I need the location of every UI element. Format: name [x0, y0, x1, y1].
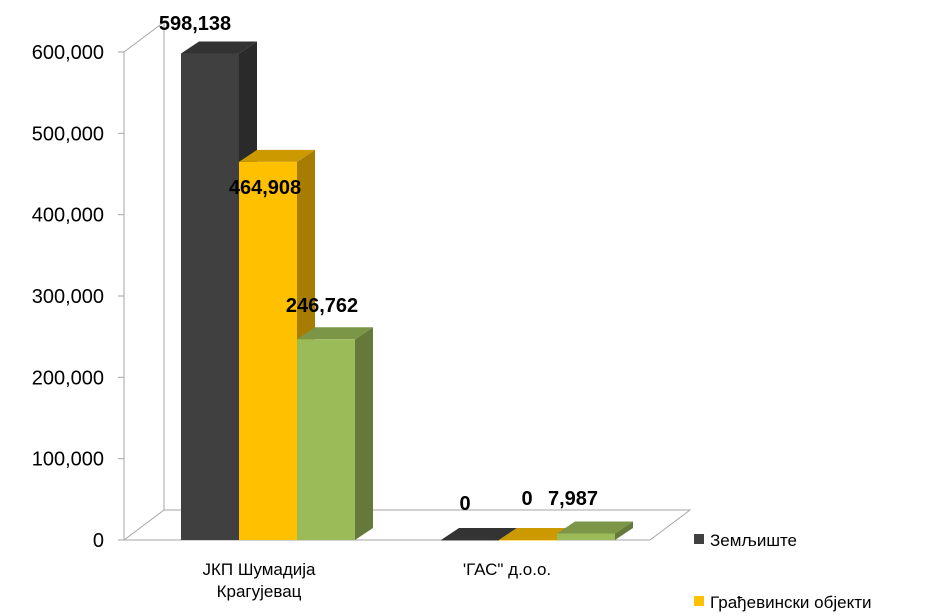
data-label: 0 [459, 493, 470, 515]
legend-label: Грађевински објекти [710, 593, 871, 612]
y-axis: 0 100,000 200,000 300,000 400,000 500,000 600,… [32, 21, 650, 552]
y-axis-depth-line [123, 21, 165, 53]
y-tick-label: 500,000 [32, 123, 104, 145]
bar-front [499, 540, 557, 541]
bar-side [355, 327, 373, 540]
bar [441, 528, 517, 541]
category-label: ЈКП Шумадија [202, 560, 316, 579]
y-tick-label: 100,000 [32, 449, 104, 471]
bar-front [441, 540, 499, 541]
bar-top [557, 521, 633, 534]
data-label: 7,987 [548, 488, 598, 510]
bar [499, 528, 575, 541]
category-label: Крагујевац [217, 582, 302, 601]
bar-top [499, 528, 575, 540]
y-tick-label: 200,000 [32, 367, 104, 389]
data-label: 598,138 [159, 13, 231, 35]
legend-label: Земљиште [710, 531, 797, 550]
bar-top [297, 327, 373, 340]
data-label: 0 [521, 488, 532, 510]
bar-front [297, 339, 355, 540]
bar-front [557, 533, 615, 540]
data-labels: 598,138 0 464,908 0 246,762 7,987 [159, 13, 598, 515]
bar [557, 521, 633, 540]
y-tick-label: 0 [93, 530, 104, 552]
bar-front [239, 161, 297, 541]
y-tick-label: 600,000 [32, 42, 104, 64]
bars [181, 41, 633, 541]
y-tick-label: 400,000 [32, 205, 104, 227]
legend: Земљиште Грађевински објекти [694, 531, 871, 612]
x-axis: ЈКП Шумадија Крагујевац 'ГАС" д.о.о. [202, 560, 551, 601]
legend-swatch [694, 596, 704, 606]
bar-top [441, 528, 517, 540]
y-tick-label: 300,000 [32, 286, 104, 308]
legend-swatch [694, 534, 704, 544]
bar-top [181, 41, 257, 54]
bar-side [615, 521, 633, 540]
bar [297, 327, 373, 540]
data-label: 464,908 [229, 177, 301, 199]
category-label: 'ГАС" д.о.о. [463, 560, 551, 579]
bar-front [181, 53, 239, 540]
bar-top [239, 149, 315, 162]
data-label: 246,762 [286, 295, 358, 317]
